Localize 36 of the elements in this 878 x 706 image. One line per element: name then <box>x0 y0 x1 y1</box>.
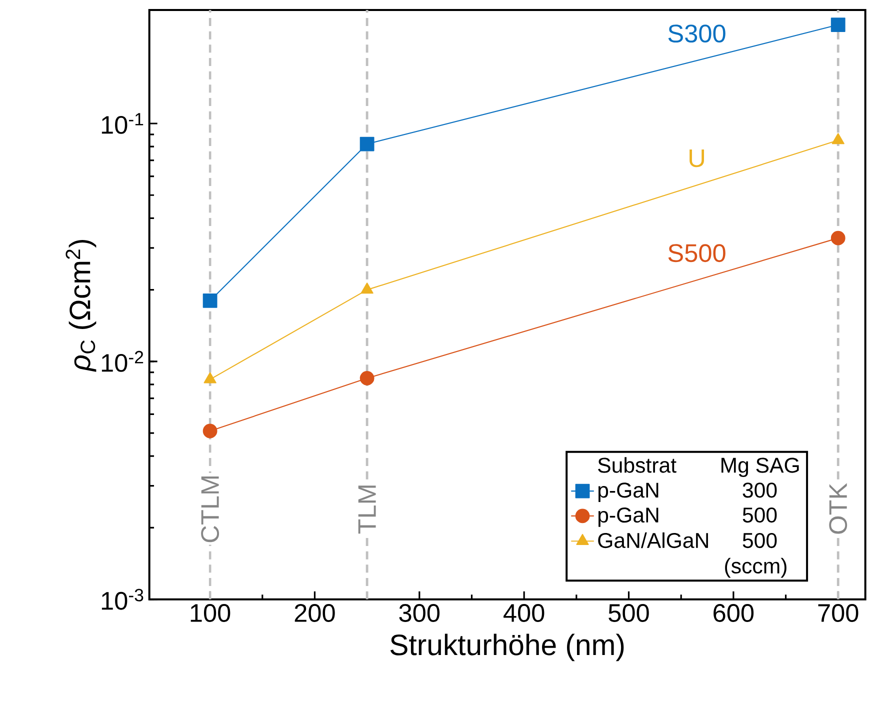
ref-line-label: OTK <box>829 483 848 534</box>
x-tick-label: 700 <box>818 604 858 622</box>
annotation: 500 <box>742 532 777 548</box>
x-tick-label: 500 <box>608 604 649 622</box>
x-tick-label: 100 <box>190 604 230 622</box>
ref-line-label: TLM <box>358 486 376 534</box>
annotation: Mg SAG <box>722 458 799 478</box>
point <box>360 282 374 294</box>
y-axis-title: ρ$_{C}$ (Ωcm$^{2}$) <box>66 240 96 372</box>
point <box>830 18 846 32</box>
legend-label: p-GaN <box>598 508 658 527</box>
legend-label: p-GaN <box>598 482 658 502</box>
x-tick-label: 300 <box>399 604 440 622</box>
annotation: Substrat <box>598 457 676 473</box>
annotation: 300 <box>742 482 777 498</box>
legend-label: GaN/AlGaN <box>598 532 708 548</box>
x-tick-label: 200 <box>294 604 335 622</box>
annotation: S300 <box>668 24 726 43</box>
point <box>204 372 216 384</box>
y-tick-label: 10$^{-3}$ <box>102 588 144 610</box>
y-tick-label: 10$^{-2}$ <box>102 350 144 372</box>
y-tick-label: 10$^{-1}$ <box>102 113 144 134</box>
ref-line-label: CTLM <box>201 476 220 542</box>
point <box>360 371 374 386</box>
point <box>832 133 844 144</box>
point <box>360 136 374 152</box>
point <box>830 230 846 246</box>
annotation: S500 <box>668 244 726 262</box>
x-axis-title: Strukturhöhe (nm) <box>390 634 624 662</box>
point <box>202 424 218 438</box>
annotation: (sccm) <box>725 558 786 578</box>
point <box>202 293 218 308</box>
annotation: 500 <box>742 508 777 523</box>
annotation: U <box>690 149 704 168</box>
x-tick-label: 600 <box>714 604 754 622</box>
x-tick-label: 400 <box>504 604 544 622</box>
